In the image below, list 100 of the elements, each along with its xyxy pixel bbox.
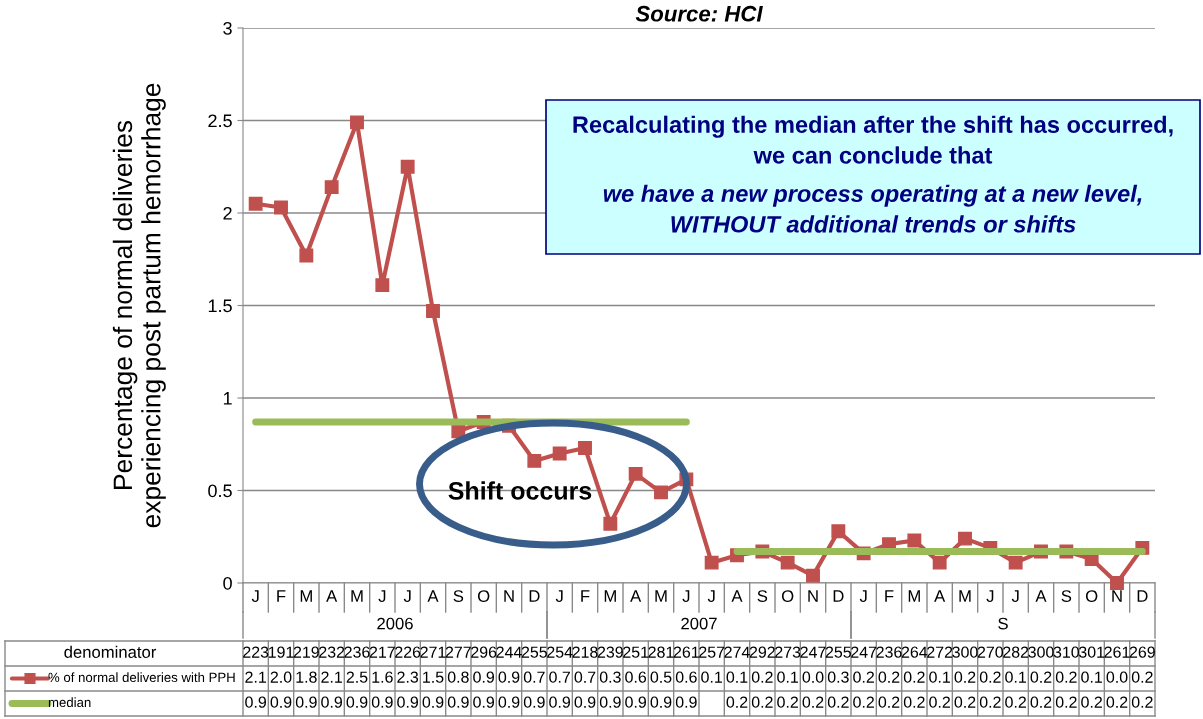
data-label: 0.2 [979, 696, 1001, 708]
data-label: 0.2 [1081, 696, 1102, 708]
y-tick-label: 3 [223, 21, 232, 35]
data-label: 0.0 [802, 671, 824, 683]
point [324, 180, 339, 195]
x-tick-label: M [959, 590, 971, 602]
point [248, 196, 263, 211]
text: 269 [1129, 646, 1155, 658]
data-label: 0.9 [574, 696, 596, 708]
text: 261 [673, 646, 699, 658]
point [274, 200, 288, 215]
y-tick-label: 0 [223, 576, 232, 590]
data-label: 0.2 [878, 696, 900, 708]
text: 217 [369, 646, 395, 658]
text: 247 [851, 646, 877, 658]
text: 232 [319, 646, 345, 658]
x-tick-label: M [908, 590, 920, 602]
x-tick-label: A [326, 590, 338, 602]
x-tick-label: O [781, 590, 794, 602]
x-tick-label: J [555, 590, 563, 602]
data-label: 0.2 [903, 671, 925, 683]
text: 191 [268, 646, 294, 658]
data-label: 0.1 [777, 671, 798, 683]
data-label: 0.6 [625, 671, 647, 683]
point [375, 278, 390, 293]
data-label: 0.9 [498, 671, 520, 683]
data-label: 0.9 [675, 696, 697, 708]
text: S [998, 617, 1008, 630]
data-label: 0.2 [777, 696, 798, 708]
legend-label: median [48, 697, 91, 708]
text: 261 [1104, 646, 1130, 658]
data-label: 0.1 [1005, 671, 1026, 683]
x-tick-label: A [1035, 590, 1047, 602]
point [704, 555, 719, 570]
x-tick-label: A [427, 590, 439, 602]
data-label: 0.9 [371, 696, 393, 708]
data-label: 0.1 [929, 671, 950, 683]
text: 244 [496, 646, 522, 658]
data-label: 0.2 [1005, 696, 1026, 708]
x-tick-label: M [300, 590, 312, 602]
y-tick-label: 1.5 [208, 299, 232, 313]
text: 236 [344, 646, 370, 658]
text: 296 [471, 646, 497, 658]
x-tick-label: N [808, 590, 818, 602]
data-label: 0.2 [751, 671, 773, 683]
x-tick-label: D [833, 590, 844, 602]
data-label: 0.2 [1055, 671, 1077, 683]
data-label: 0.2 [1030, 671, 1052, 683]
x-tick-label: N [1112, 590, 1122, 602]
text: 226 [395, 646, 421, 658]
point [299, 248, 314, 263]
text: 247 [800, 646, 826, 658]
data-label: 0.9 [321, 696, 343, 708]
data-label: 0.2 [1131, 696, 1153, 708]
text: 236 [876, 646, 902, 658]
text: 274 [724, 646, 750, 658]
x-tick-label: F [581, 590, 590, 602]
data-label: 0.0 [1106, 671, 1128, 683]
y-tick-label: 1 [223, 392, 232, 405]
text: 281 [648, 646, 674, 658]
point [654, 485, 668, 500]
x-tick-label: M [655, 590, 667, 602]
x-tick-label: F [885, 590, 894, 602]
point [958, 531, 972, 546]
data-label: 0.9 [498, 696, 520, 708]
data-label: 2.0 [270, 671, 292, 683]
data-label: 0.9 [473, 671, 495, 683]
point [831, 524, 846, 539]
data-label: 0.9 [625, 696, 647, 708]
x-tick-label: J [403, 590, 411, 602]
x-tick-label: S [757, 590, 768, 602]
data-label: 0.2 [1106, 696, 1128, 708]
point [603, 516, 618, 531]
text: 277 [445, 646, 471, 658]
x-tick-label: O [1085, 590, 1098, 602]
point [932, 555, 947, 570]
point [1110, 576, 1124, 590]
x-tick-label: F [277, 590, 286, 602]
text: 301 [1078, 646, 1105, 658]
data-label: 0.2 [979, 671, 1001, 683]
x-tick-label: A [934, 590, 946, 602]
text: 264 [901, 646, 928, 658]
point [350, 115, 364, 130]
data-label: 0.9 [523, 696, 545, 708]
data-label: 0.9 [549, 696, 571, 708]
data-label: 1.5 [423, 671, 444, 683]
x-tick-label: J [378, 590, 386, 602]
point [578, 441, 592, 455]
x-tick-label: M [351, 590, 363, 602]
data-label: 0.5 [650, 671, 672, 683]
y-tick-label: 2 [223, 206, 232, 220]
data-label: 0.9 [599, 696, 621, 708]
data-label: 0.2 [1055, 696, 1077, 708]
data-label: 0.2 [802, 696, 824, 708]
text: 282 [1003, 646, 1029, 658]
data-label: 0.9 [422, 696, 444, 708]
data-label: 0.9 [447, 696, 469, 708]
data-label: 0.2 [853, 671, 874, 683]
data-label: 2.1 [245, 671, 266, 683]
data-label: 0.2 [827, 696, 849, 708]
